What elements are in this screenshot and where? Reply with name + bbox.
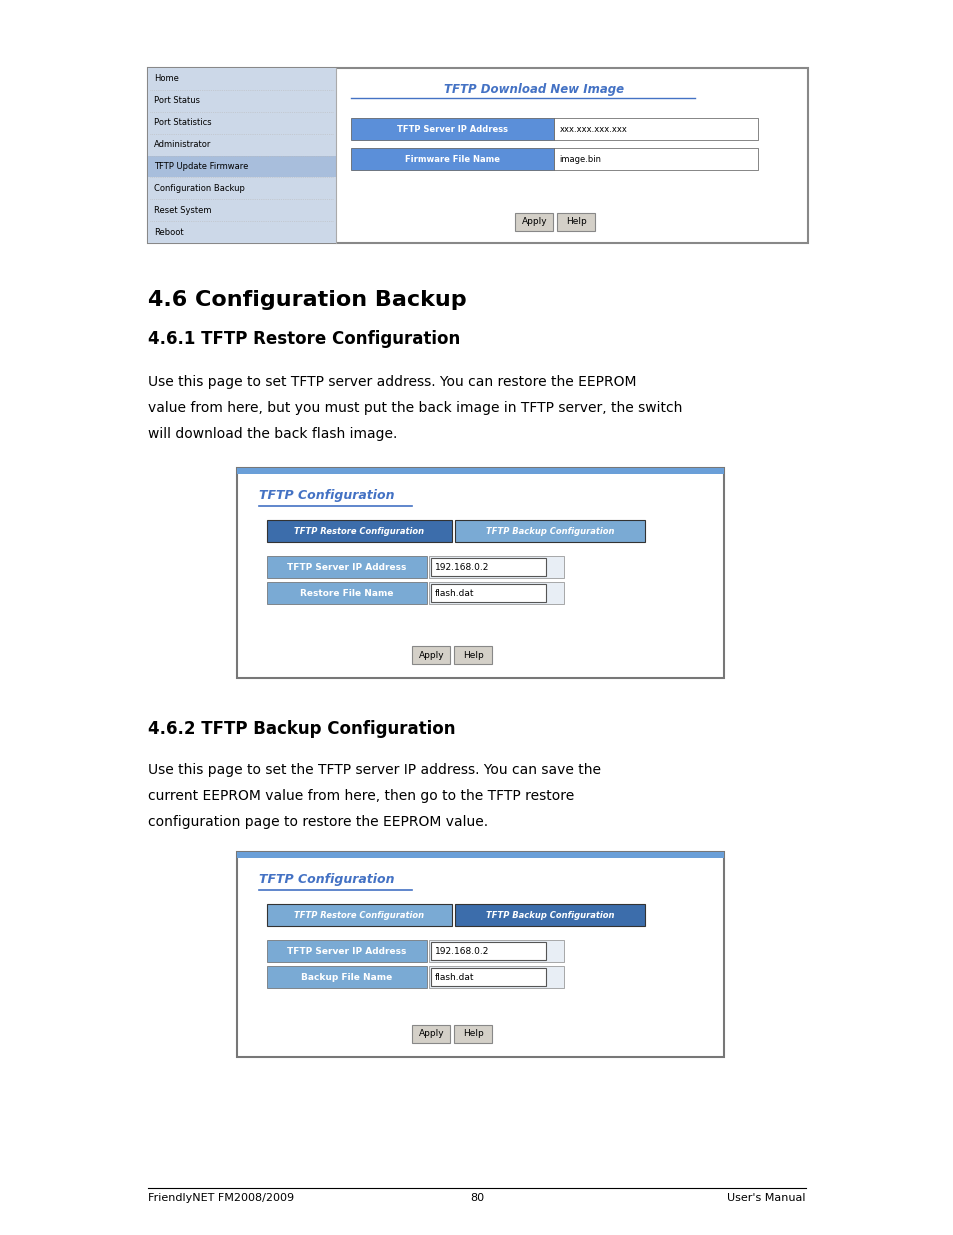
Text: TFTP Configuration: TFTP Configuration — [258, 489, 395, 503]
Bar — [267, 520, 452, 542]
Bar — [236, 468, 723, 678]
Text: TFTP Restore Configuration: TFTP Restore Configuration — [294, 526, 424, 536]
Text: TFTP Update Firmware: TFTP Update Firmware — [153, 162, 248, 170]
Text: xxx.xxx.xxx.xxx: xxx.xxx.xxx.xxx — [558, 125, 626, 133]
Text: Firmware File Name: Firmware File Name — [405, 154, 499, 163]
Text: TFTP Backup Configuration: TFTP Backup Configuration — [485, 526, 614, 536]
Text: Help: Help — [462, 1030, 483, 1039]
Text: 4.6.2 TFTP Backup Configuration: 4.6.2 TFTP Backup Configuration — [148, 720, 455, 739]
Text: Help: Help — [565, 217, 586, 226]
Bar — [431, 942, 545, 960]
Text: 192.168.0.2: 192.168.0.2 — [435, 946, 489, 956]
Text: TFTP Backup Configuration: TFTP Backup Configuration — [485, 910, 614, 920]
Bar — [429, 940, 563, 962]
Bar — [431, 558, 545, 576]
Text: 4.6 Configuration Backup: 4.6 Configuration Backup — [148, 290, 466, 310]
Text: value from here, but you must put the back image in TFTP server, the switch: value from here, but you must put the ba… — [148, 401, 681, 415]
Text: Port Statistics: Port Statistics — [153, 119, 212, 127]
Text: Use this page to set the TFTP server IP address. You can save the: Use this page to set the TFTP server IP … — [148, 763, 600, 777]
Bar — [148, 68, 335, 243]
Bar — [429, 582, 563, 604]
Text: FriendlyNET FM2008/2009: FriendlyNET FM2008/2009 — [148, 1193, 294, 1203]
Text: TFTP Restore Configuration: TFTP Restore Configuration — [294, 910, 424, 920]
Text: TFTP Server IP Address: TFTP Server IP Address — [396, 125, 508, 133]
Text: TFTP Download New Image: TFTP Download New Image — [444, 84, 623, 96]
Text: TFTP Server IP Address: TFTP Server IP Address — [287, 946, 406, 956]
Bar — [431, 968, 545, 986]
Bar — [236, 468, 723, 474]
Bar — [267, 940, 427, 962]
Text: 4.6.1 TFTP Restore Configuration: 4.6.1 TFTP Restore Configuration — [148, 330, 459, 348]
Bar — [236, 852, 723, 858]
Text: User's Manual: User's Manual — [727, 1193, 805, 1203]
Bar — [554, 119, 757, 140]
Bar — [455, 904, 644, 926]
Bar — [267, 556, 427, 578]
Bar — [412, 646, 450, 664]
Bar — [412, 1025, 450, 1044]
Bar — [148, 156, 335, 178]
Bar — [148, 68, 807, 243]
Text: current EEPROM value from here, then go to the TFTP restore: current EEPROM value from here, then go … — [148, 789, 574, 803]
Bar — [455, 520, 644, 542]
Text: will download the back flash image.: will download the back flash image. — [148, 427, 397, 441]
Text: flash.dat: flash.dat — [435, 589, 474, 598]
Text: Apply: Apply — [521, 217, 547, 226]
Bar — [429, 966, 563, 988]
Text: Apply: Apply — [418, 651, 444, 659]
Text: Help: Help — [462, 651, 483, 659]
Text: Backup File Name: Backup File Name — [301, 972, 393, 982]
Bar — [236, 852, 723, 1057]
Text: Reset System: Reset System — [153, 206, 212, 215]
Text: Restore File Name: Restore File Name — [300, 589, 394, 598]
Bar — [267, 582, 427, 604]
Text: image.bin: image.bin — [558, 154, 600, 163]
Bar — [454, 646, 492, 664]
Bar — [431, 584, 545, 601]
Bar — [554, 148, 757, 170]
Text: flash.dat: flash.dat — [435, 972, 474, 982]
Text: Home: Home — [153, 74, 178, 84]
Text: Reboot: Reboot — [153, 227, 183, 237]
Text: Configuration Backup: Configuration Backup — [153, 184, 245, 193]
Text: 192.168.0.2: 192.168.0.2 — [435, 562, 489, 572]
Text: Apply: Apply — [418, 1030, 444, 1039]
Bar — [557, 212, 595, 231]
Text: 80: 80 — [470, 1193, 483, 1203]
Text: Administrator: Administrator — [153, 140, 212, 149]
Text: TFTP Configuration: TFTP Configuration — [258, 873, 395, 887]
Bar — [515, 212, 553, 231]
Bar — [351, 119, 554, 140]
Bar — [267, 904, 452, 926]
Bar — [454, 1025, 492, 1044]
Bar — [267, 966, 427, 988]
Bar — [351, 148, 554, 170]
Text: configuration page to restore the EEPROM value.: configuration page to restore the EEPROM… — [148, 815, 488, 829]
Text: Use this page to set TFTP server address. You can restore the EEPROM: Use this page to set TFTP server address… — [148, 375, 636, 389]
Text: TFTP Server IP Address: TFTP Server IP Address — [287, 562, 406, 572]
Bar — [429, 556, 563, 578]
Text: Port Status: Port Status — [153, 96, 200, 105]
